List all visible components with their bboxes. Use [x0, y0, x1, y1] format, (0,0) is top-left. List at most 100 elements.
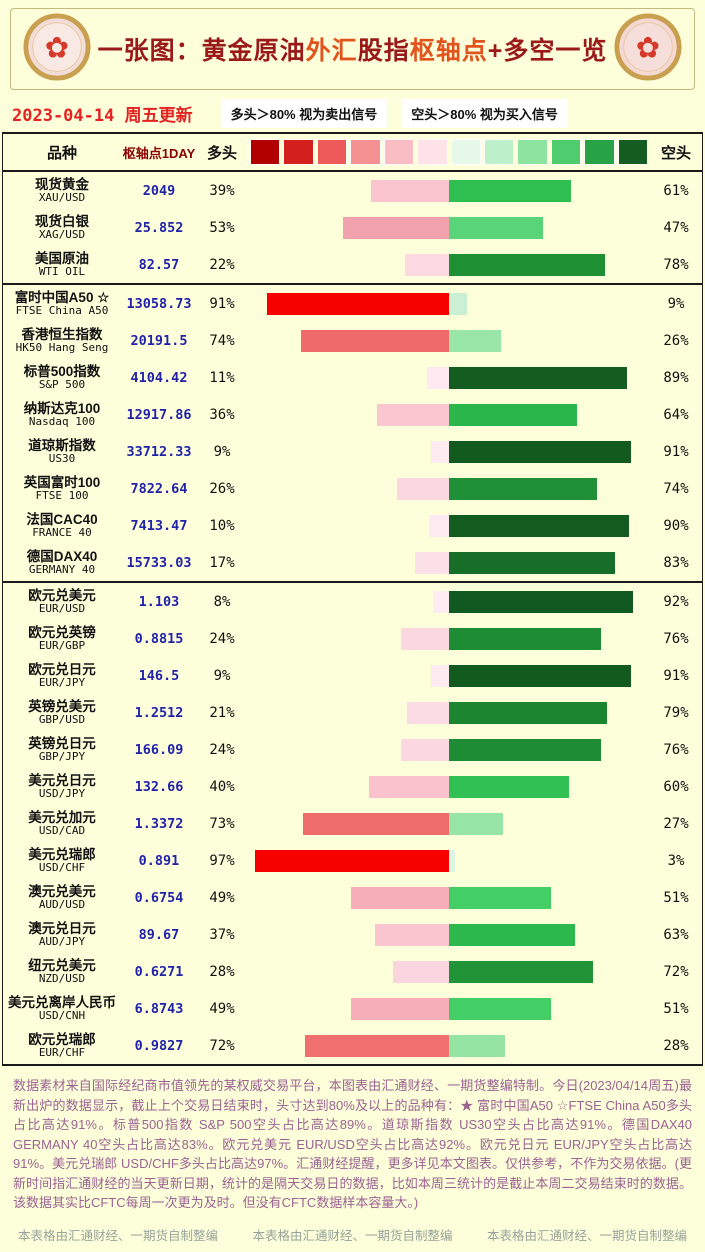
- instrument-name-cn: 美元兑瑞郎: [28, 846, 96, 862]
- scale-color-cell: [584, 139, 615, 165]
- page-title: 一张图：黄金原油外汇股指枢轴点+多空一览: [98, 31, 608, 67]
- short-percent: 28%: [663, 1037, 689, 1054]
- short-bar: [449, 403, 577, 426]
- instrument-name: 英国富时100 FTSE 100: [3, 475, 121, 502]
- instrument-name-cn: 富时中国A50 ☆: [14, 289, 110, 305]
- coin-icon-right: ✿: [614, 12, 682, 86]
- sentiment-bar: [247, 627, 651, 651]
- table-row: 澳元兑美元 AUD/USD 0.6754 49% 51%: [3, 879, 702, 916]
- sentiment-bar: [247, 366, 651, 390]
- instrument-name: 澳元兑美元 AUD/USD: [3, 884, 121, 911]
- scale-color-cell: [417, 139, 448, 165]
- column-header-short: 空头: [660, 144, 691, 162]
- legend: 多头＞80% 视为卖出信号 空头＞80% 视为买入信号: [220, 98, 568, 128]
- instrument-name-en: WTI OIL: [38, 264, 86, 278]
- instrument-name-cn: 欧元兑英镑: [28, 624, 96, 640]
- long-bar: [377, 403, 449, 426]
- scale-color-cell: [483, 139, 515, 165]
- table-row: 美国原油 WTI OIL 82.57 22% 78%: [3, 246, 702, 283]
- long-percent: 9%: [213, 667, 231, 684]
- pivot-value: 4104.42: [130, 369, 188, 386]
- instrument-name: 美元兑离岸人民币 USD/CNH: [3, 995, 121, 1022]
- pivot-value: 0.8815: [134, 630, 184, 647]
- long-percent: 37%: [209, 926, 235, 943]
- sentiment-table: 品种 枢轴点1DAY 多头 空头 现货黄金 XAU/USD 2049 39% 61% 现货…: [2, 132, 703, 1066]
- instrument-name-cn: 美元兑加元: [28, 809, 96, 825]
- svg-text:✿: ✿: [636, 32, 660, 64]
- instrument-name-en: AUD/JPY: [38, 934, 86, 948]
- instrument-name-en: EUR/USD: [38, 601, 86, 615]
- instrument-name-cn: 纽元兑美元: [28, 957, 96, 973]
- short-percent: 72%: [663, 963, 689, 980]
- pivot-value: 13058.73: [126, 295, 192, 312]
- pivot-value: 166.09: [134, 741, 184, 758]
- long-percent: 91%: [209, 295, 235, 312]
- short-bar: [449, 477, 597, 500]
- instrument-name-en: USD/CHF: [38, 860, 86, 874]
- pivot-value: 25.852: [134, 219, 184, 236]
- table-row: 法国CAC40 FRANCE 40 7413.47 10% 90%: [3, 507, 702, 544]
- legend-long-signal: 多头＞80% 视为卖出信号: [220, 98, 388, 128]
- short-bar: [449, 253, 605, 276]
- table-row: 英镑兑美元 GBP/USD 1.2512 21% 79%: [3, 694, 702, 731]
- table-row: 英镑兑日元 GBP/JPY 166.09 24% 76%: [3, 731, 702, 768]
- short-percent: 47%: [663, 219, 689, 236]
- instrument-name-en: AUD/USD: [38, 897, 86, 911]
- short-bar: [449, 812, 503, 835]
- instrument-name-en: XAU/USD: [38, 190, 86, 204]
- instrument-name: 纳斯达克100 Nasdaq 100: [3, 401, 121, 428]
- title-segment: 一张图：黄金原油: [97, 37, 306, 65]
- instrument-name: 法国CAC40 FRANCE 40: [3, 512, 121, 539]
- short-bar: [449, 997, 551, 1020]
- pivot-value: 0.891: [138, 852, 180, 869]
- instrument-name-en: US30: [48, 451, 76, 465]
- long-percent: 49%: [209, 1000, 235, 1017]
- short-percent: 61%: [663, 182, 689, 199]
- short-bar: [449, 701, 607, 724]
- instrument-name: 欧元兑英镑 EUR/GBP: [3, 625, 121, 652]
- short-percent: 60%: [663, 778, 689, 795]
- scale-color-cell: [383, 139, 415, 165]
- table-row: 现货白银 XAG/USD 25.852 53% 47%: [3, 209, 702, 246]
- long-bar: [375, 923, 449, 946]
- long-bar: [433, 590, 449, 613]
- long-percent: 39%: [209, 182, 235, 199]
- footer-credit: 本表格由汇通财经、一期货自制整编: [18, 1229, 219, 1243]
- instrument-name-cn: 欧元兑日元: [28, 661, 96, 677]
- short-bar: [449, 551, 615, 574]
- long-percent: 40%: [209, 778, 235, 795]
- long-percent: 21%: [209, 704, 235, 721]
- table-row: 美元兑加元 USD/CAD 1.3372 73% 27%: [3, 805, 702, 842]
- short-percent: 74%: [663, 480, 689, 497]
- short-bar: [449, 960, 593, 983]
- short-bar: [449, 292, 467, 315]
- short-percent: 63%: [663, 926, 689, 943]
- long-bar: [407, 701, 449, 724]
- long-percent: 49%: [209, 889, 235, 906]
- table-row: 德国DAX40 GERMANY 40 15733.03 17% 83%: [3, 544, 702, 581]
- instrument-name-cn: 法国CAC40: [26, 511, 98, 527]
- instrument-name-en: GBP/JPY: [38, 749, 86, 763]
- short-percent: 91%: [663, 667, 689, 684]
- short-bar: [449, 664, 631, 687]
- table-row: 富时中国A50 ☆ FTSE China A50 13058.73 91% 9%: [3, 285, 702, 322]
- long-percent: 10%: [209, 517, 235, 534]
- short-bar: [449, 366, 627, 389]
- long-bar: [429, 514, 449, 537]
- instrument-name-en: XAG/USD: [38, 227, 86, 241]
- pivot-value: 20191.5: [130, 332, 188, 349]
- short-bar: [449, 179, 571, 202]
- instrument-name-cn: 道琼斯指数: [28, 437, 96, 453]
- instrument-name-en: Nasdaq 100: [28, 414, 96, 428]
- long-percent: 24%: [209, 741, 235, 758]
- instrument-name-en: FRANCE 40: [32, 525, 92, 539]
- sentiment-bar: [247, 997, 651, 1021]
- sentiment-bar: [247, 551, 651, 575]
- short-percent: 89%: [663, 369, 689, 386]
- short-bar: [449, 329, 501, 352]
- pivot-value: 15733.03: [126, 554, 192, 571]
- long-percent: 24%: [209, 630, 235, 647]
- long-percent: 9%: [213, 443, 231, 460]
- long-percent: 73%: [209, 815, 235, 832]
